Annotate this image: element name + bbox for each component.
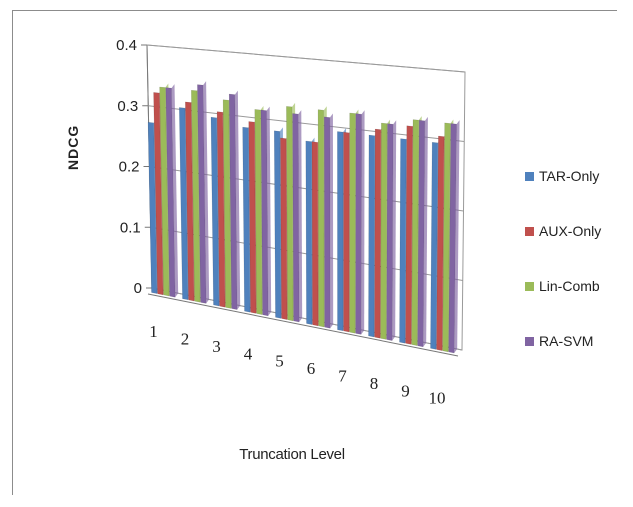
x-tick-label: 8 bbox=[370, 374, 379, 393]
bar bbox=[317, 109, 325, 328]
x-tick-label: 1 bbox=[149, 322, 158, 341]
bar bbox=[292, 113, 300, 323]
x-tick-label: 9 bbox=[401, 381, 410, 400]
y-tick-label: 0 bbox=[134, 280, 142, 297]
y-axis-title: NDCG bbox=[65, 124, 81, 170]
legend-item: AUX-Only bbox=[525, 223, 630, 239]
y-tick-labels: 0 0.1 0.2 0.3 0.4 bbox=[116, 37, 142, 297]
bar bbox=[311, 141, 319, 327]
x-tick-label: 7 bbox=[338, 367, 347, 386]
y-tick-label: 0.3 bbox=[117, 98, 138, 115]
legend-label: TAR-Only bbox=[539, 168, 600, 184]
y-tick-label: 0.4 bbox=[116, 37, 137, 54]
x-tick-label: 4 bbox=[244, 344, 253, 363]
x-axis-line bbox=[147, 293, 459, 357]
legend-swatch bbox=[525, 171, 534, 181]
bar-side bbox=[298, 110, 303, 323]
bar-side bbox=[361, 110, 365, 335]
bar-side bbox=[203, 81, 210, 304]
x-tick-label: 6 bbox=[307, 359, 316, 378]
x-tick-label: 5 bbox=[275, 352, 284, 371]
legend-item: Lin-Comb bbox=[525, 278, 630, 294]
bar-side bbox=[266, 106, 272, 316]
bar-side bbox=[423, 116, 428, 347]
legend: TAR-Only AUX-Only Lin-Comb RA-SVM bbox=[525, 168, 630, 388]
legend-label: Lin-Comb bbox=[539, 278, 600, 294]
bar bbox=[374, 128, 382, 339]
bar bbox=[286, 106, 294, 322]
bar bbox=[305, 140, 313, 325]
legend-swatch bbox=[525, 226, 534, 236]
bar bbox=[386, 123, 394, 341]
legend-item: TAR-Only bbox=[525, 168, 630, 184]
y-tick-label: 0.1 bbox=[120, 219, 141, 236]
bar bbox=[323, 116, 331, 329]
bar bbox=[349, 112, 356, 334]
gridline bbox=[146, 44, 466, 73]
chart-area bbox=[12, 10, 617, 495]
legend-label: RA-SVM bbox=[539, 333, 594, 349]
bar bbox=[355, 113, 362, 335]
bar-side bbox=[392, 120, 397, 341]
legend-swatch bbox=[525, 281, 534, 291]
bar bbox=[273, 130, 282, 319]
bars bbox=[147, 81, 460, 354]
bar-side bbox=[329, 113, 334, 329]
x-tick-label: 3 bbox=[212, 337, 221, 356]
bar-side bbox=[234, 90, 241, 310]
bar-side bbox=[454, 120, 460, 354]
x-tick-label: 2 bbox=[181, 330, 190, 349]
bar-side bbox=[171, 84, 179, 298]
legend-label: AUX-Only bbox=[539, 223, 602, 239]
legend-item: RA-SVM bbox=[525, 333, 630, 349]
legend-swatch bbox=[525, 336, 534, 346]
x-tick-labels: 1 2 3 4 5 6 7 8 9 10 bbox=[149, 322, 445, 408]
y-tick-label: 0.2 bbox=[119, 159, 140, 176]
bar bbox=[368, 134, 375, 338]
bar bbox=[280, 137, 288, 320]
bar bbox=[380, 122, 388, 340]
x-axis-title: Truncation Level bbox=[239, 446, 345, 463]
bar bbox=[343, 131, 350, 333]
bar bbox=[337, 131, 344, 332]
x-tick-label: 10 bbox=[429, 389, 446, 408]
